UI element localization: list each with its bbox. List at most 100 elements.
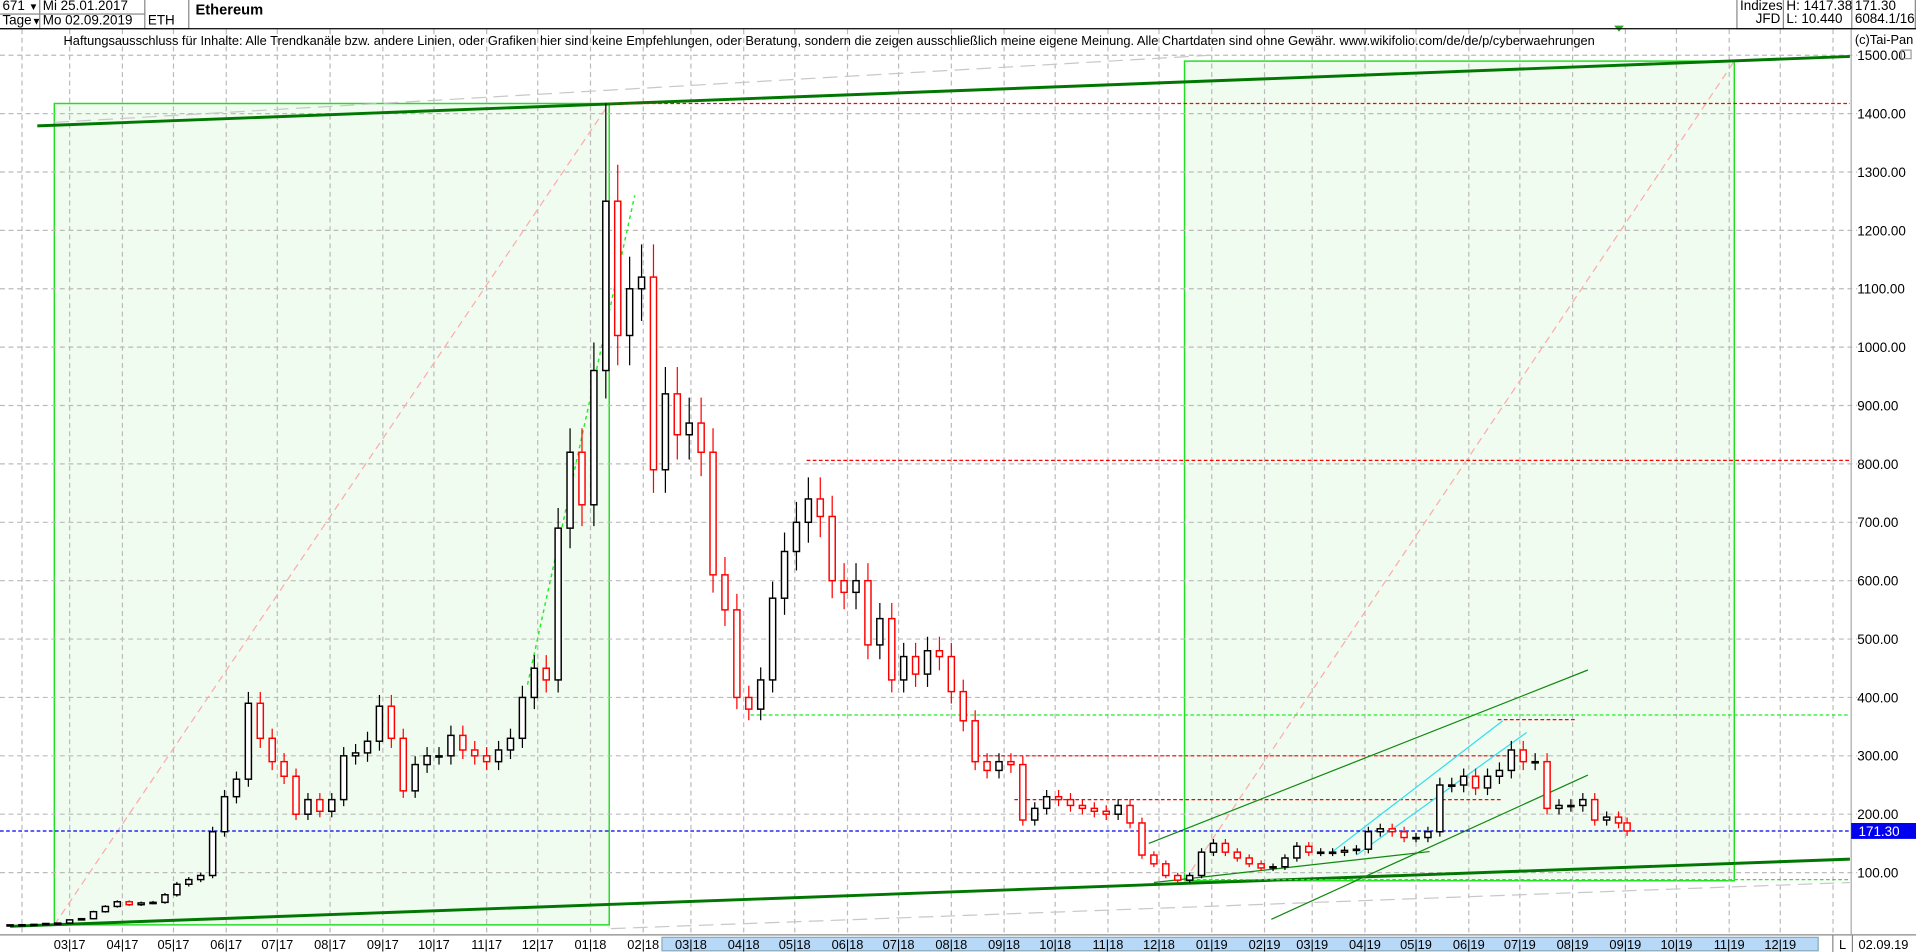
candle-body (470, 749, 479, 757)
candle-body (947, 655, 956, 693)
candle (1447, 777, 1456, 793)
x-tick-label: 06|19 (1453, 937, 1485, 952)
candle (1162, 860, 1170, 879)
candle (1483, 768, 1492, 796)
candle (1388, 823, 1396, 837)
candle (113, 900, 122, 908)
footer-date: 02.09.19 (1859, 937, 1909, 952)
candle (709, 428, 717, 593)
candle (6, 924, 14, 927)
candle (554, 507, 562, 693)
candle (1543, 753, 1551, 815)
candle-body (971, 720, 979, 763)
candle-body (840, 579, 848, 594)
x-tick-label: 09|18 (988, 937, 1020, 952)
candle (42, 922, 50, 926)
candle-body (792, 521, 801, 553)
candle (745, 685, 753, 721)
candle (685, 397, 694, 460)
candle-body (399, 737, 408, 792)
candle-body (1579, 798, 1587, 807)
candle-body (1623, 822, 1631, 832)
candle-body (1233, 851, 1242, 859)
candle (852, 563, 860, 610)
candle-body (1042, 795, 1051, 810)
candle (411, 756, 419, 798)
candle-body (1602, 816, 1611, 821)
x-tick-label: 02|18 (627, 937, 659, 952)
visible-range-scrollbar[interactable] (661, 936, 1819, 952)
channel-line (37, 54, 1850, 128)
candle-body (30, 923, 38, 927)
candle-body (185, 878, 193, 885)
candle (232, 771, 241, 804)
candle (161, 892, 169, 904)
candle-body (1352, 848, 1361, 852)
candle (101, 905, 110, 913)
candle-body (1304, 845, 1313, 853)
candle (482, 747, 491, 771)
candle-body (697, 422, 705, 453)
x-tick-label: 07|18 (883, 937, 915, 952)
candle-body (518, 696, 527, 740)
candle (149, 900, 157, 905)
start-date[interactable]: Mi 25.01.2017 (40, 0, 146, 15)
candle-body (733, 609, 741, 699)
scale-mode-label[interactable]: L (1839, 937, 1846, 952)
trend-line (1271, 774, 1589, 920)
candle-body (911, 655, 920, 675)
candle (470, 740, 479, 765)
candle-body (1507, 749, 1516, 772)
candle (602, 103, 610, 399)
candle (542, 655, 551, 693)
candle (173, 881, 181, 897)
candle (816, 477, 825, 538)
candle-body (578, 451, 586, 506)
candle (518, 685, 527, 748)
candle (18, 923, 26, 927)
candle-body (1054, 795, 1063, 801)
candle (590, 342, 598, 527)
candle-body (613, 200, 622, 337)
candle (1531, 753, 1539, 771)
candle-body (542, 667, 551, 681)
candle (637, 244, 646, 321)
candle-body (208, 830, 217, 877)
x-tick-label: 03|18 (675, 937, 707, 952)
candle (995, 753, 1003, 779)
candle-body (339, 755, 348, 801)
candle (1257, 860, 1265, 872)
candle-body (196, 874, 205, 881)
candle (137, 901, 145, 907)
candle-body (1424, 830, 1432, 839)
last-cell: 171.30 6084.1/16 (1852, 0, 1916, 30)
candle (828, 495, 836, 599)
candle (1471, 768, 1480, 796)
candle-body (554, 527, 562, 681)
candle-body (1090, 807, 1099, 813)
candle-body (1066, 798, 1075, 807)
candle-body (1257, 863, 1265, 869)
candle (1614, 811, 1623, 829)
candle-body (804, 498, 813, 524)
x-tick-label: 08|19 (1557, 937, 1589, 952)
candle (923, 636, 932, 687)
candle-body (53, 922, 62, 926)
candle-body (1209, 842, 1218, 853)
candle (494, 740, 503, 771)
candle-body (149, 901, 157, 905)
candle (316, 793, 324, 818)
candle-body (482, 755, 491, 763)
candle-body (1471, 775, 1480, 789)
trend-line (1153, 850, 1430, 884)
candle-body (1400, 830, 1408, 839)
bars-count-select[interactable]: 671 ▼ (0, 0, 41, 15)
y-tick-label: 1200.00 (1857, 223, 1906, 238)
candle-body (268, 737, 276, 763)
candle (185, 877, 193, 887)
collapse-icon[interactable] (1900, 49, 1912, 60)
candle (1126, 799, 1134, 829)
symbol: ETH (145, 0, 190, 30)
